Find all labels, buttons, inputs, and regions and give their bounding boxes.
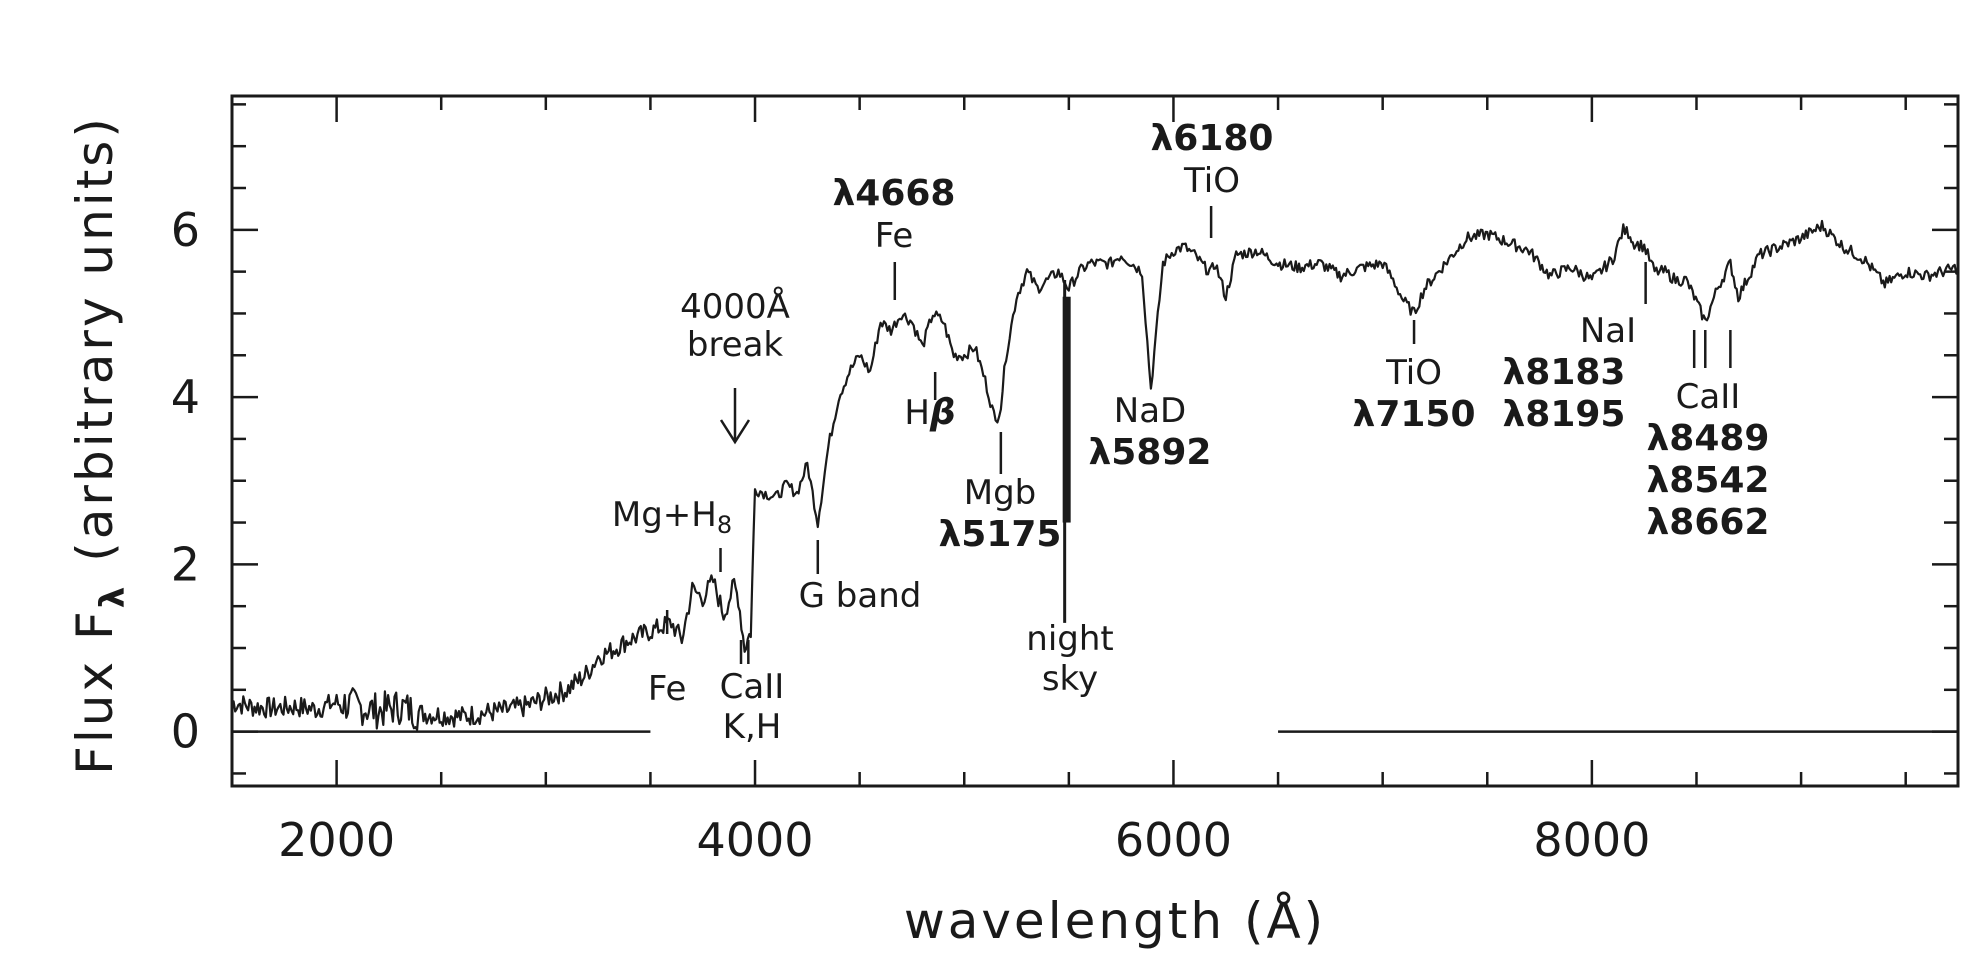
plot-border xyxy=(230,94,1960,788)
axis-tick-labels: 2000 4000 6000 8000 0 2 4 6 xyxy=(171,203,1651,867)
x-tick-label: 6000 xyxy=(1115,813,1232,867)
annotation-fe-4668: Fe xyxy=(875,216,914,256)
annotation-4000-break: break xyxy=(687,325,784,365)
annotation-nai: λ8183 xyxy=(1503,352,1626,393)
annotation-caii-kh: K,H xyxy=(723,707,782,747)
annotation-caii-triplet: λ8489 xyxy=(1647,418,1770,459)
annotation-fe-3580: Fe xyxy=(648,669,687,709)
annotation-caii-triplet: λ8662 xyxy=(1647,502,1770,543)
y-tick-label: 0 xyxy=(171,705,200,759)
plot-frame xyxy=(230,94,1960,788)
annotation-hbeta: Hβ xyxy=(904,392,955,433)
y-axis-title-subscript: λ xyxy=(93,584,133,609)
annotation-tio-6180: TiO xyxy=(1183,161,1240,201)
y-axis-title-units: (arbitrary units) xyxy=(66,115,124,562)
series-layer xyxy=(231,219,1960,731)
annotation-night-sky: sky xyxy=(1042,659,1098,699)
annotation-mgb: λ5175 xyxy=(939,514,1062,555)
annotation-mg-h8-subscript: 8 xyxy=(717,511,732,539)
y-axis-title-main: Flux F xyxy=(66,608,124,775)
spectrum-line xyxy=(231,219,1960,731)
y-tick-label: 4 xyxy=(171,370,200,424)
annotation-nad: NaD xyxy=(1114,391,1186,431)
annotation-mg-h8: Mg+H8 xyxy=(612,495,732,539)
annotation-g-band: G band xyxy=(799,576,922,616)
x-tick-label: 8000 xyxy=(1533,813,1650,867)
annotation-nad: λ5892 xyxy=(1089,432,1212,473)
annotation-tio-6180: λ6180 xyxy=(1151,118,1274,159)
x-tick-label: 2000 xyxy=(278,813,395,867)
annotation-caii-triplet: λ8542 xyxy=(1647,460,1770,501)
annotation-tio-7150: TiO xyxy=(1385,353,1442,393)
x-axis-title: wavelength (Å) xyxy=(904,892,1326,950)
annotation-4000-break: 4000Å xyxy=(680,286,790,327)
annotation-caii-triplet: CaII xyxy=(1676,377,1741,417)
annotation-nai: λ8195 xyxy=(1503,394,1626,435)
annotation-tio-7150: λ7150 xyxy=(1353,394,1476,435)
break-arrow-head xyxy=(719,419,751,445)
annotation-hbeta-greek: β xyxy=(929,392,956,433)
x-tick-label: 4000 xyxy=(696,813,813,867)
annotation-night-sky: night xyxy=(1026,619,1113,659)
annotation-fe-4668: λ4668 xyxy=(833,173,956,214)
annotation-nai: NaI xyxy=(1580,311,1636,351)
night-sky-band xyxy=(1062,296,1071,523)
y-tick-label: 2 xyxy=(171,537,200,591)
annotation-caii-kh: CaII xyxy=(720,667,785,707)
y-tick-label: 6 xyxy=(171,203,200,257)
annotation-mgb: Mgb xyxy=(964,473,1037,513)
y-axis-title: Flux Fλ (arbitrary units) xyxy=(66,115,133,775)
